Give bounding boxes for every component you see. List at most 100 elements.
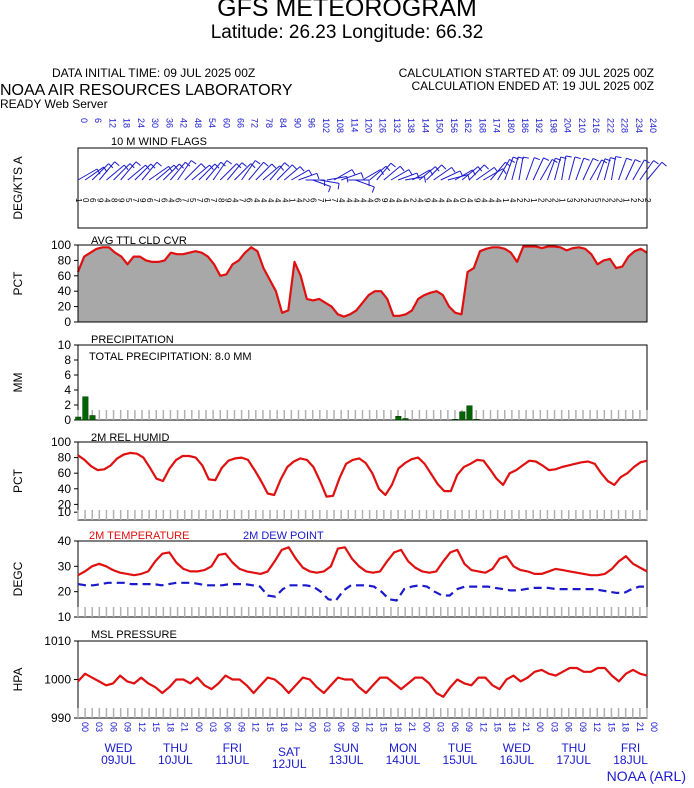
wind-speed-label: 4 [266, 198, 275, 203]
bottom-hour-label: 21 [180, 722, 190, 732]
wind-barb [476, 166, 495, 181]
wind-barb-flag [385, 165, 391, 172]
day-name-label: FRI [621, 741, 640, 755]
dewpoint-series-label: 2M DEW POINT [243, 530, 324, 542]
wind-speed-label: 6 [174, 198, 183, 203]
bottom-hour-label: 21 [635, 722, 645, 732]
wind-speed-label: 2 [636, 198, 645, 203]
rh-panel-ylabel: PCT [11, 468, 25, 493]
cloud-panel-frame [77, 244, 648, 323]
calculation-ended: CALCULATION ENDED AT: 19 JUL 2025 00Z [411, 79, 654, 93]
day-date-label: 14JUL [386, 753, 421, 767]
wind-speed-label: 2 [543, 198, 552, 203]
bottom-hour-label: 09 [236, 722, 246, 732]
wind-speed-label: 1 [501, 198, 510, 203]
wind-barb-flag [241, 162, 247, 167]
precip-panel-ytick-label: 8 [64, 353, 71, 367]
wind-barb [283, 166, 301, 181]
bottom-hour-label: 18 [621, 722, 631, 732]
rh-panel-ytick-label: 60 [58, 466, 72, 480]
wind-speed-label: 1 [622, 198, 631, 203]
bottom-hour-label: 12 [251, 722, 261, 732]
wind-barb-flag [250, 163, 256, 169]
bottom-hour-label: 00 [535, 722, 545, 732]
wind-speed-label: 5 [188, 198, 197, 203]
bottom-hour-label: 18 [165, 722, 175, 732]
wind-barb [490, 161, 506, 181]
wind-speed-label: 6 [245, 198, 254, 203]
wind-barb [120, 161, 137, 181]
wind-barb [84, 166, 104, 181]
bottom-hour-label: 03 [322, 722, 332, 732]
wind-speed-label: 2 [643, 198, 652, 203]
wind-speed-label: 9 [472, 198, 481, 203]
precip-panel-ytick-label: 4 [64, 383, 71, 397]
top-hour-label: 198 [548, 118, 558, 133]
wind-barb [155, 164, 175, 181]
cloud-panel-ytick-label: 40 [58, 284, 72, 298]
wind-speed-label: 2 [536, 198, 545, 203]
wind-speed-label: 4 [444, 198, 453, 203]
wind-speed-label: 0 [458, 198, 467, 203]
bottom-hour-label: 03 [208, 722, 218, 732]
wind-barb-flag [299, 166, 305, 172]
wind-barb [340, 172, 362, 181]
wind-barb-flag [441, 164, 447, 170]
wind-speed-label: 1 [558, 198, 567, 203]
day-date-label: 15JUL [443, 753, 478, 767]
top-hour-label: 126 [378, 118, 388, 133]
day-name-label: SAT [278, 745, 301, 759]
bottom-hour-label: 09 [123, 722, 133, 732]
wind-barb-flag [505, 161, 511, 167]
bottom-hour-label: 03 [94, 722, 104, 732]
rh-panel-ytick-label: 100 [51, 435, 71, 449]
pressure-panel-ytick-label: 990 [51, 711, 71, 725]
wind-speed-label: 5 [124, 198, 133, 203]
top-hour-label: 114 [349, 118, 359, 132]
wind-barb [127, 164, 146, 181]
top-hour-label: 0 [79, 118, 89, 123]
wind-barb [184, 163, 202, 181]
wind-speed-label: 9 [95, 198, 104, 203]
wind-barb [511, 156, 519, 181]
top-hour-label: 6 [93, 118, 103, 123]
precip-panel-ytick-label: 10 [58, 338, 72, 352]
wind-speed-label: 4 [465, 198, 474, 203]
wind-barb [539, 159, 553, 181]
wind-barb [546, 158, 556, 181]
wind-speed-label: 9 [117, 198, 126, 203]
wind-barb [177, 160, 192, 181]
top-hour-label: 222 [605, 118, 615, 133]
bottom-hour-label: 18 [279, 722, 289, 732]
wind-speed-label: 4 [359, 198, 368, 203]
bottom-hour-label: 21 [521, 722, 531, 732]
bottom-hour-label: 21 [407, 722, 417, 732]
top-hour-label: 90 [292, 118, 302, 128]
precip-panel-ylabel: MM [11, 373, 25, 393]
wind-barb [610, 156, 617, 181]
bottom-hour-label: 15 [379, 722, 389, 732]
wind-barb-flag [423, 176, 427, 183]
wind-barb-flag [263, 161, 269, 167]
bottom-hour-label: 09 [464, 722, 474, 732]
wind-barb-flag [337, 183, 340, 190]
wind-speed-label: 2 [615, 198, 624, 203]
wind-speed-label: 7 [181, 198, 190, 203]
wind-barb [618, 158, 627, 181]
wind-barb [355, 179, 375, 188]
wind-barb [582, 158, 594, 181]
bottom-hour-label: 06 [222, 722, 232, 732]
cloud-panel-title: AVG TTL CLD CVR [91, 235, 187, 247]
rh-panel-ytick-label: 40 [58, 482, 72, 496]
bottom-hour-label: 15 [493, 722, 503, 732]
data-initial-time: DATA INITIAL TIME: 09 JUL 2025 00Z [52, 66, 256, 80]
wind-barb [91, 163, 109, 181]
wind-barb [170, 161, 186, 181]
wind-speed-label: 4 [508, 198, 517, 203]
wind-barb-flag [200, 163, 206, 169]
bottom-hour-label: 12 [592, 722, 602, 732]
wind-barb-flag [653, 160, 659, 165]
precip-panel-ytick-label: 0 [64, 413, 71, 427]
wind-barb [291, 169, 310, 181]
wind-barb [219, 163, 238, 181]
